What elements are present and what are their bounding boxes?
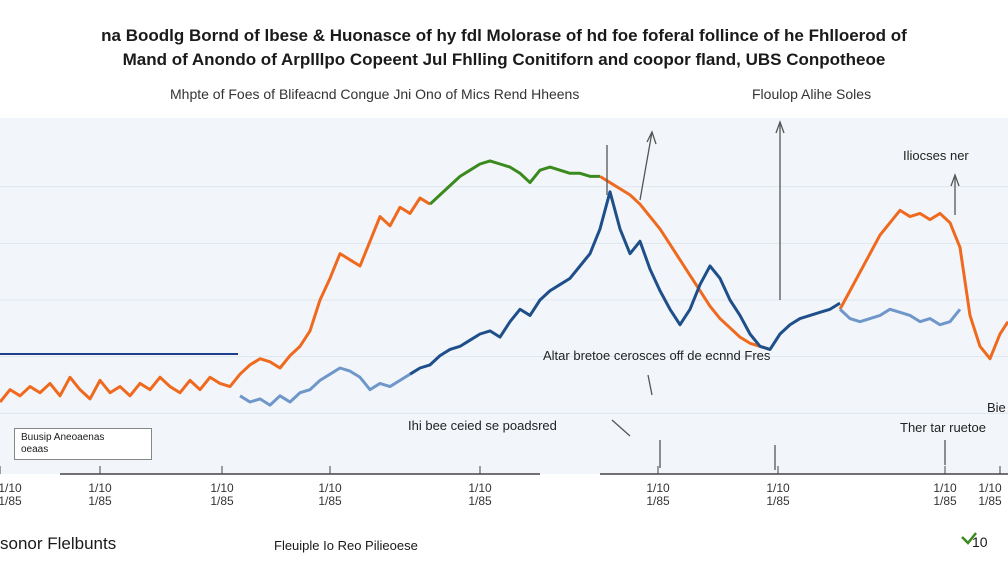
annotation-right-a: Bie [987,400,1006,415]
inset-note-line-1: Buusip Aneoaenas [21,432,105,443]
plot-background [0,118,1008,474]
footer-left-label: sonor Flelbunts [0,534,117,553]
chart-title: na Boodlg Bornd of lbese & Huonasce of h… [101,26,907,45]
series-line-5 [239,366,411,407]
x-tick-label: 1/85 [933,494,957,508]
legend-entry-2: Floulop Alihe Soles [752,86,872,102]
x-tick-label: 1/10 [766,481,790,495]
x-tick-label: 1/10 [933,481,957,495]
inset-note-line-2: oeaas [21,444,49,455]
annotation-right-b: Ther tar ruetoe [900,420,986,435]
annotation-lower-mid: Ihi bee ceied se poadsred [408,418,557,433]
x-tick-label: 1/85 [646,494,670,508]
series-line-4 [409,190,841,376]
arrow-line [639,131,653,201]
arrow-head [775,120,785,134]
arrow-head [646,130,657,145]
x-tick-label: 1/85 [210,494,234,508]
annotation-arrows [606,120,960,470]
legend-entry-1: Mhpte of Foes of Blifeacnd Congue Jni On… [170,86,580,102]
footer-center-label: Fleuiple Io Reo Pilieoese [274,538,418,553]
series-line-2 [428,159,600,206]
annotation-top-right: Iliocses ner [903,148,969,163]
x-axis-ticks: 1/101/851/101/851/101/851/101/851/101/85… [0,466,1002,508]
x-tick-label: 1/10 [978,481,1002,495]
chart-subtitle: Mand of Anondo of Arplllpo Copeent Jul F… [122,50,886,69]
x-tick-label: 1/10 [210,481,234,495]
check-icon [961,532,977,545]
arrow-line [647,374,653,396]
x-tick-label: 1/85 [468,494,492,508]
x-tick-label: 1/10 [88,481,112,495]
x-tick-label: 1/10 [468,481,492,495]
x-tick-label: 1/85 [88,494,112,508]
gridlines [0,186,1008,414]
x-tick-label: 1/85 [0,494,22,508]
annotation-middle: Altar bretoe cerosces off de ecnnd Fres [543,348,771,363]
x-tick-label: 1/85 [318,494,342,508]
footer-right-label: 10 [972,534,988,550]
x-tick-label: 1/10 [0,481,22,495]
x-tick-label: 1/10 [646,481,670,495]
series-line-7 [838,307,962,327]
x-tick-label: 1/85 [978,494,1002,508]
arrow-head [950,173,960,187]
x-tick-label: 1/85 [766,494,790,508]
inset-note-box: Buusip Aneoaenas oeaas [14,428,152,460]
series-line-6 [838,208,1008,361]
series-line-1 [0,196,431,403]
arrow-line [611,419,631,437]
series-group [0,159,1008,407]
x-tick-label: 1/10 [318,481,342,495]
series-line-3 [599,175,771,351]
